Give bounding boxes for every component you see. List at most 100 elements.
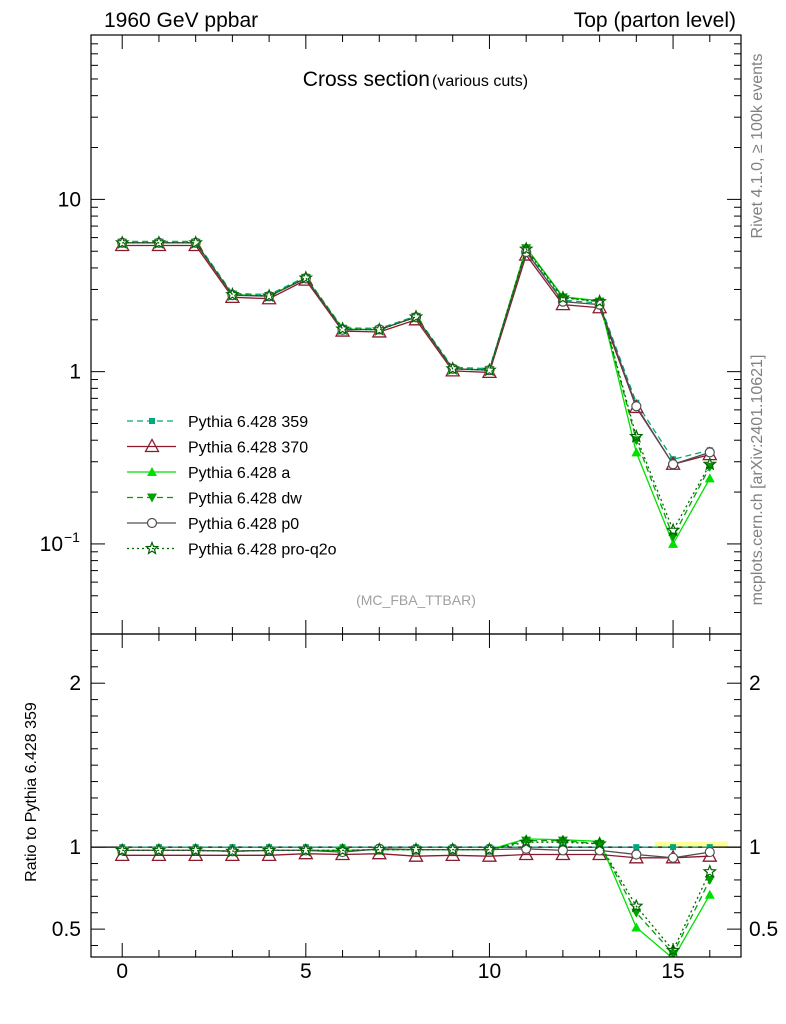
rivet-version-label: Rivet 4.1.0, ≥ 100k events	[749, 54, 766, 239]
point-pythia-6-428-pro-q2o-1	[151, 842, 167, 857]
point-pythia-6-428-pro-q2o-0	[114, 842, 130, 857]
point-pythia-6-428-dw-16	[704, 875, 715, 885]
point-pythia-6-428-p0-12	[557, 845, 568, 856]
point-pythia-6-428-p0-14	[631, 401, 642, 412]
point-pythia-6-428-pro-q2o-0	[114, 235, 130, 249]
legend-label-pythia-6-428-a: Pythia 6.428 a	[188, 465, 290, 482]
point-pythia-6-428-a-16	[704, 473, 715, 483]
legend: Pythia 6.428 359 Pythia 6.428 370 Pythia 6…	[127, 414, 337, 559]
point-pythia-6-428-pro-q2o-1	[151, 235, 167, 249]
point-pythia-6-428-370-11	[518, 846, 534, 861]
point-pythia-6-428-pro-q2o-11	[518, 834, 534, 849]
legend-label-pythia-6-428-p0: Pythia 6.428 p0	[188, 516, 299, 533]
x-tick-label: 15	[661, 960, 684, 983]
point-pythia-6-428-pro-q2o-3	[225, 286, 240, 301]
y-tick-label: 10	[58, 188, 81, 211]
point-pythia-6-428-pro-q2o-16	[702, 456, 718, 471]
point-pythia-6-428-p0-16	[704, 846, 715, 858]
ratio-y-tick-label: 1	[69, 836, 81, 859]
point-pythia-6-428-pro-q2o-10	[482, 362, 497, 377]
series-line-pythia-6-428-dw	[122, 839, 711, 955]
point-pythia-6-428-p0-16	[704, 447, 715, 458]
ratio-y-tick-label: 2	[69, 672, 81, 695]
series-line-pythia-6-428-370	[122, 853, 710, 859]
point-pythia-6-428-a-16	[704, 889, 715, 899]
point-pythia-6-428-pro-q2o-8	[408, 309, 424, 324]
series-line-pythia-6-428-p0	[122, 242, 711, 466]
chart-subtitle: (various cuts)	[432, 73, 528, 90]
legend-marker-pythia-6-428-dw	[147, 493, 157, 503]
point-pythia-6-428-pro-q2o-5	[298, 270, 314, 285]
ratio-panel: 0.5 0.5 1 1 2 2 0 5 10 15 Ratio to Pythia 6.428 3…	[23, 633, 778, 983]
ratio-y-tick-label-right: 2	[749, 672, 761, 695]
ratio-y-tick-label-right: 1	[749, 836, 761, 859]
point-pythia-6-428-pro-q2o-9	[445, 841, 460, 856]
series-pythia-6-428-p0	[117, 237, 715, 470]
series-line-pythia-6-428-370	[122, 244, 710, 466]
point-pythia-6-428-pro-q2o-4	[261, 288, 277, 303]
point-pythia-6-428-pro-q2o-8	[408, 841, 424, 856]
point-pythia-6-428-pro-q2o-11	[518, 241, 534, 256]
ratio-y-tick-label: 0.5	[52, 918, 81, 941]
x-tick-label: 0	[116, 960, 128, 983]
mcplots-label: mcplots.cern.ch [arXiv:2401.10621]	[749, 355, 766, 606]
legend-marker-pythia-6-428-a	[147, 467, 157, 476]
point-pythia-6-428-pro-q2o-12	[555, 290, 571, 305]
series-pythia-6-428-pro-q2o	[114, 235, 718, 537]
point-pythia-6-428-pro-q2o-7	[372, 322, 387, 336]
point-pythia-6-428-dw-11	[521, 836, 532, 846]
uncertainty-band	[654, 841, 729, 848]
series-pythia-6-428-370	[114, 237, 718, 470]
series-line-pythia-6-428-pro-q2o	[122, 841, 711, 952]
point-pythia-6-428-370-10	[481, 847, 498, 862]
point-pythia-6-428-a-15	[668, 538, 679, 548]
point-pythia-6-428-pro-q2o-15	[665, 942, 681, 957]
point-pythia-6-428-pro-q2o-16	[702, 864, 718, 878]
x-tick-label: 10	[478, 960, 501, 983]
y-tick-exponent: −1	[64, 529, 80, 545]
legend-label-pythia-6-428-dw: Pythia 6.428 dw	[188, 491, 302, 508]
ratio-frame	[90, 633, 742, 958]
point-pythia-6-428-pro-q2o-12	[555, 834, 571, 849]
ratio-y-axis-label: Ratio to Pythia 6.428 359	[23, 702, 40, 882]
legend-label-pythia-6-428-370: Pythia 6.428 370	[188, 440, 308, 457]
point-pythia-6-428-pro-q2o-9	[445, 361, 460, 375]
point-pythia-6-428-a-14	[631, 922, 642, 932]
point-pythia-6-428-pro-q2o-10	[482, 841, 497, 856]
point-pythia-6-428-pro-q2o-14	[629, 898, 644, 913]
point-pythia-6-428-pro-q2o-6	[335, 842, 350, 857]
point-pythia-6-428-pro-q2o-2	[188, 842, 203, 857]
point-pythia-6-428-p0-15	[667, 459, 679, 470]
point-pythia-6-428-pro-q2o-14	[629, 428, 644, 443]
point-pythia-6-428-pro-q2o-15	[665, 522, 681, 537]
point-pythia-6-428-pro-q2o-6	[335, 321, 350, 336]
point-pythia-6-428-dw-12	[557, 836, 568, 846]
point-pythia-6-428-pro-q2o-3	[225, 843, 240, 858]
point-pythia-6-428-pro-q2o-7	[372, 841, 387, 856]
point-pythia-6-428-p0-6	[337, 324, 348, 335]
analysis-watermark: (MC_FBA_TTBAR)	[356, 592, 476, 608]
point-pythia-6-428-pro-q2o-13	[592, 836, 607, 851]
header-right-label: Top (parton level)	[574, 9, 736, 32]
point-pythia-6-428-p0-14	[631, 849, 642, 860]
series-line-pythia-6-428-pro-q2o	[122, 242, 711, 532]
point-pythia-6-428-pro-q2o-13	[592, 293, 607, 308]
legend-label-pythia-6-428-pro-q2o: Pythia 6.428 pro-q2o	[188, 542, 337, 559]
point-pythia-6-428-359-14	[633, 844, 640, 851]
y-tick-label: 1	[69, 361, 81, 384]
ratio-y-tick-label-right: 0.5	[749, 918, 778, 941]
series-pythia-6-428-pro-q2o	[114, 834, 718, 957]
legend-marker-pythia-6-428-359	[149, 418, 155, 424]
x-tick-label: 5	[300, 960, 312, 983]
point-pythia-6-428-359-15	[670, 844, 677, 851]
legend-marker-pythia-6-428-p0	[146, 517, 158, 529]
point-pythia-6-428-pro-q2o-5	[298, 842, 314, 857]
header-left-label: 1960 GeV ppbar	[104, 9, 258, 32]
legend-marker-pythia-6-428-pro-q2o	[144, 540, 160, 555]
point-pythia-6-428-pro-q2o-4	[261, 842, 277, 857]
point-pythia-6-428-370-8	[408, 847, 424, 862]
y-tick-label: 10	[40, 533, 63, 556]
chart-title: Cross section	[303, 68, 430, 91]
legend-marker-pythia-6-428-370	[144, 438, 160, 453]
